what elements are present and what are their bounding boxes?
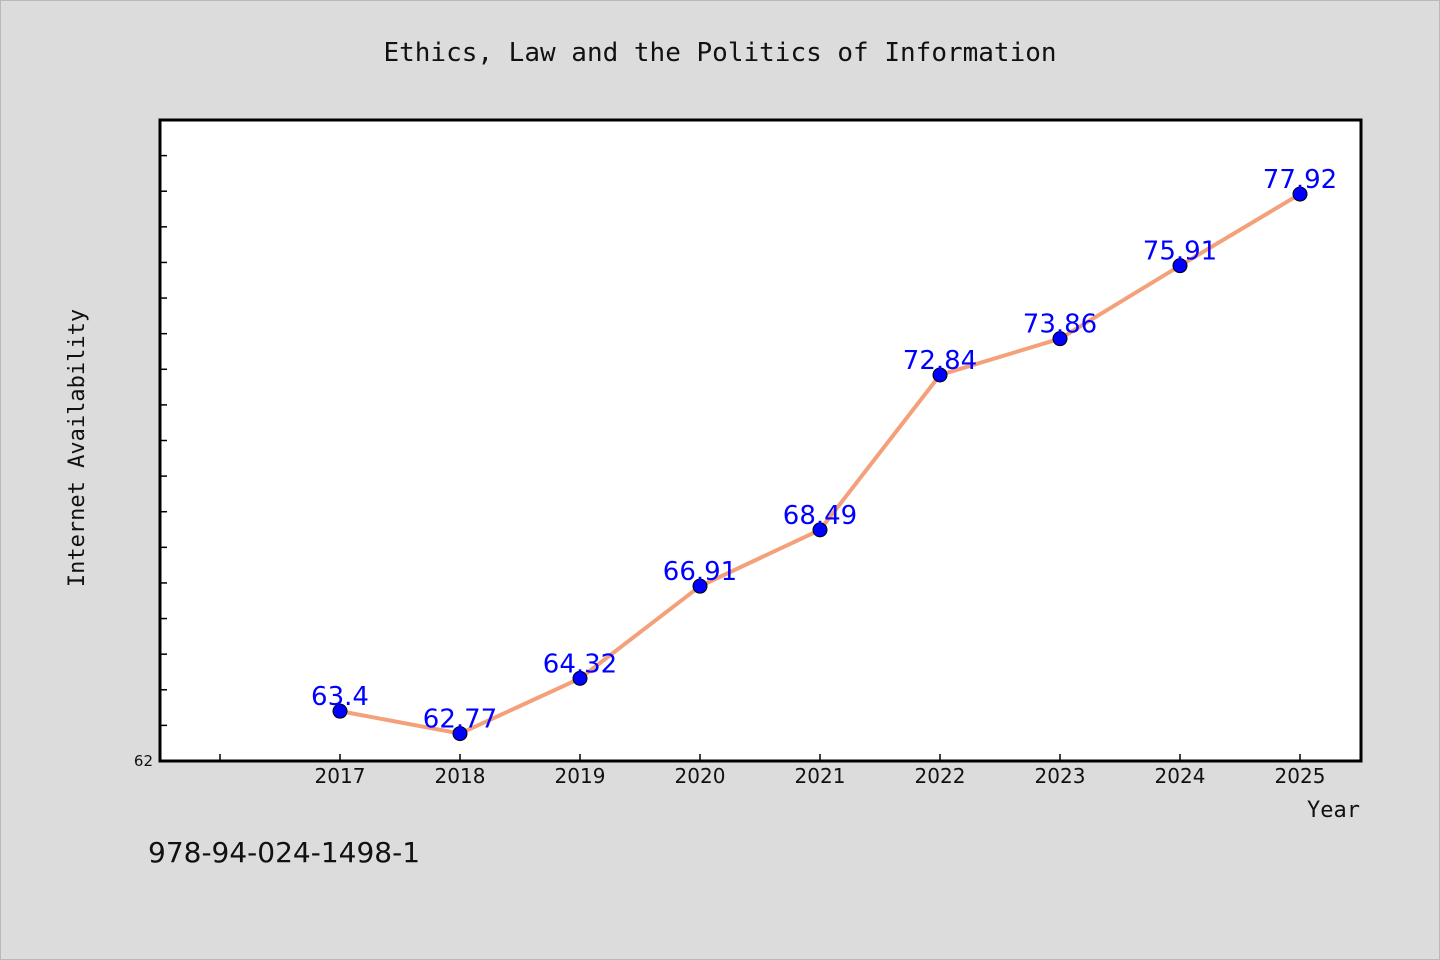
y-tick-label: 62 [134,752,153,770]
x-tick-label: 2019 [555,764,606,788]
data-label: 66.91 [663,557,737,587]
isbn-text: 978-94-024-1498-1 [148,836,420,869]
data-label: 63.4 [311,682,369,712]
x-axis-ticks: 2017 2018 2019 2020 2021 2022 2023 2024 2025 [219,754,1326,788]
data-label: 73.86 [1023,310,1097,340]
data-label: 77.92 [1263,165,1337,195]
x-tick-label: 2025 [1275,764,1326,788]
data-label: 62.77 [423,705,497,735]
data-point [332,703,348,719]
data-point [692,578,708,594]
x-axis-label: Year [1307,798,1360,823]
x-tick-label: 2020 [675,764,726,788]
x-tick-label: 2017 [315,764,366,788]
chart-title: Ethics, Law and the Politics of Informat… [383,38,1056,68]
data-label: 64.32 [543,649,617,679]
y-axis-ticks: 62 [134,154,167,770]
data-label: 75.91 [1143,237,1217,267]
data-point [812,522,828,538]
plot-area [158,118,1363,763]
x-tick-label: 2024 [1155,764,1206,788]
data-point [1292,186,1308,202]
data-label: 72.84 [903,346,977,376]
data-label-layer: 63.4 62.77 64.32 66.91 68.49 72.84 73.86 75.91 7… [311,165,1337,735]
x-tick-label: 2022 [915,764,966,788]
x-tick-label: 2023 [1035,764,1086,788]
data-point [572,670,588,686]
data-point [932,367,948,383]
data-label: 68.49 [783,501,857,531]
data-point [452,726,468,742]
y-axis-label: Internet Availability [65,309,90,587]
marker-layer [332,186,1308,742]
data-point [1052,331,1068,347]
data-point [1172,258,1188,274]
x-tick-label: 2021 [795,764,846,788]
x-tick-label: 2018 [435,764,486,788]
